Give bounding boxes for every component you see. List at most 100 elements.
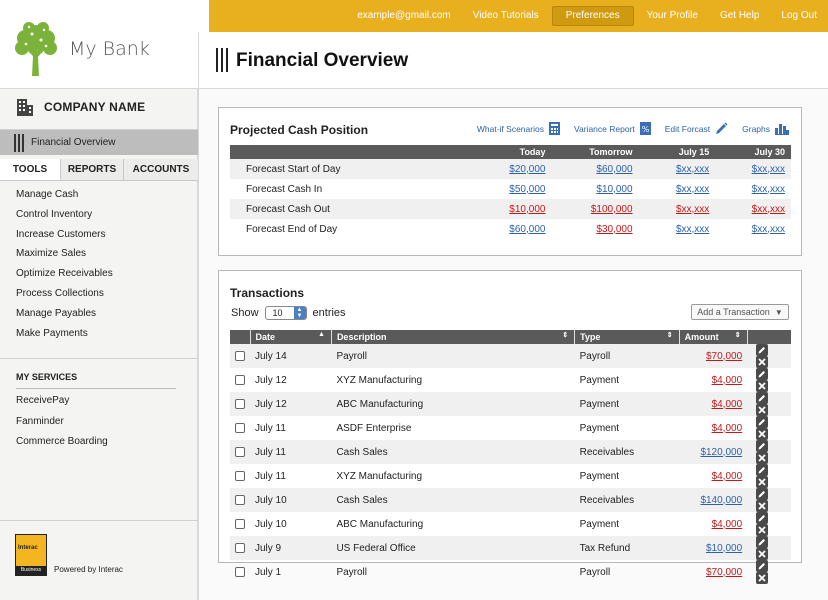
graphs-link[interactable]: Graphs bbox=[742, 123, 789, 135]
cash-value-link-july-30[interactable]: $xx,xxx bbox=[751, 183, 785, 195]
cash-value-link-tomorrow[interactable]: $60,000 bbox=[596, 163, 633, 175]
cash-value-link-july-30[interactable]: $xx,xxx bbox=[751, 163, 785, 175]
service-commerce-boarding[interactable]: Commerce Boarding bbox=[16, 436, 108, 447]
nav-item-financial-overview[interactable]: Financial Overview bbox=[0, 130, 198, 155]
row-checkbox[interactable] bbox=[235, 518, 245, 529]
delete-icon[interactable] bbox=[756, 548, 769, 560]
edit-icon[interactable] bbox=[756, 488, 769, 500]
row-checkbox[interactable] bbox=[235, 422, 245, 433]
tool-manage-payables[interactable]: Manage Payables bbox=[16, 307, 97, 319]
delete-icon[interactable] bbox=[756, 356, 769, 368]
service-fanminder[interactable]: Fanminder bbox=[16, 415, 64, 427]
row-checkbox[interactable] bbox=[235, 470, 245, 481]
delete-icon[interactable] bbox=[756, 476, 769, 488]
amount-link[interactable]: $4,000 bbox=[711, 518, 743, 530]
delete-icon[interactable] bbox=[756, 428, 769, 440]
tab-accounts[interactable]: ACCOUNTS bbox=[124, 159, 198, 180]
entries-select-value: 10 bbox=[272, 308, 283, 318]
cash-value-link-july-15[interactable]: $xx,xxx bbox=[675, 223, 710, 235]
cash-value-link-tomorrow[interactable]: $30,000 bbox=[596, 223, 633, 235]
service-receivepay[interactable]: ReceivePay bbox=[16, 395, 70, 406]
amount-link[interactable]: $4,000 bbox=[711, 470, 743, 482]
amount-link[interactable]: $4,000 bbox=[711, 398, 743, 410]
amount-link[interactable]: $140,000 bbox=[700, 494, 743, 506]
edit-icon[interactable] bbox=[756, 512, 769, 524]
row-checkbox[interactable] bbox=[235, 374, 245, 385]
cash-value-link-july-30[interactable]: $xx,xxx bbox=[751, 223, 785, 235]
tool-process-collections[interactable]: Process Collections bbox=[16, 287, 104, 299]
transaction-row: July 12 ABC Manufacturing Payment $4,000 bbox=[230, 392, 791, 416]
add-transaction-button[interactable]: Add a Transaction ▼ bbox=[691, 304, 789, 320]
column-header-today: Today bbox=[443, 145, 552, 159]
nav-preferences[interactable]: Preferences bbox=[551, 6, 634, 26]
amount-cell: $4,000 bbox=[679, 464, 747, 488]
row-checkbox[interactable] bbox=[235, 398, 245, 409]
column-header-amount[interactable]: Amount ⇕ bbox=[679, 330, 748, 344]
nav-email[interactable]: example@gmail.com bbox=[357, 10, 451, 21]
transaction-row: July 11 XYZ Manufacturing Payment $4,000 bbox=[230, 464, 791, 488]
cash-value-link-today[interactable]: $50,000 bbox=[509, 183, 546, 195]
amount-link[interactable]: $10,000 bbox=[706, 542, 743, 554]
cash-value-link-today[interactable]: $10,000 bbox=[509, 203, 546, 215]
column-header-description[interactable]: Description ⇕ bbox=[331, 330, 576, 344]
cash-value-link-july-30[interactable]: $xx,xxx bbox=[751, 203, 785, 215]
amount-link[interactable]: $4,000 bbox=[711, 374, 743, 386]
cash-value-link-july-15[interactable]: $xx,xxx bbox=[675, 183, 710, 195]
delete-icon[interactable] bbox=[756, 380, 769, 392]
edit-icon[interactable] bbox=[756, 368, 769, 380]
tool-optimize-receivables[interactable]: Optimize Receivables bbox=[16, 268, 113, 280]
nav-video-tutorials[interactable]: Video Tutorials bbox=[472, 10, 539, 21]
tool-control-inventory[interactable]: Control Inventory bbox=[16, 208, 93, 220]
row-checkbox[interactable] bbox=[235, 446, 245, 457]
edit-icon[interactable] bbox=[756, 344, 769, 356]
tool-maximize-sales[interactable]: Maximize Sales bbox=[16, 248, 87, 260]
amount-link[interactable]: $4,000 bbox=[711, 422, 743, 434]
tool-make-payments[interactable]: Make Payments bbox=[16, 327, 88, 339]
page-title: Financial Overview bbox=[236, 50, 409, 71]
cash-value-link-july-15[interactable]: $xx,xxx bbox=[675, 203, 710, 215]
transaction-row: July 10 ABC Manufacturing Payment $4,000 bbox=[230, 512, 791, 536]
card-title: Projected Cash Position bbox=[230, 123, 369, 137]
delete-icon[interactable] bbox=[756, 452, 769, 464]
cash-value-link-today[interactable]: $60,000 bbox=[509, 223, 546, 235]
cash-value-link-july-15[interactable]: $xx,xxx bbox=[675, 163, 710, 175]
row-checkbox[interactable] bbox=[235, 494, 245, 505]
edit-icon[interactable] bbox=[756, 464, 769, 476]
tool-increase-customers[interactable]: Increase Customers bbox=[16, 228, 106, 240]
report-icon: % bbox=[639, 122, 651, 135]
row-actions-cell bbox=[747, 488, 791, 512]
edit-icon[interactable] bbox=[756, 536, 769, 548]
cash-value-link-today[interactable]: $20,000 bbox=[509, 163, 546, 175]
delete-icon[interactable] bbox=[756, 500, 769, 512]
nav-log-out[interactable]: Log Out bbox=[781, 10, 817, 21]
stepper-icon: ▲ ▼ bbox=[293, 307, 306, 319]
row-checkbox[interactable] bbox=[235, 542, 245, 553]
column-header-type[interactable]: Type ⇕ bbox=[574, 330, 680, 344]
tab-reports[interactable]: REPORTS bbox=[61, 159, 124, 180]
nav-get-help[interactable]: Get Help bbox=[719, 10, 760, 21]
nav-your-profile[interactable]: Your Profile bbox=[646, 10, 698, 21]
edit-icon[interactable] bbox=[756, 440, 769, 452]
row-checkbox[interactable] bbox=[235, 566, 245, 577]
entries-select[interactable]: 10 ▲ ▼ bbox=[264, 306, 307, 320]
cash-value-link-tomorrow[interactable]: $100,000 bbox=[590, 203, 633, 215]
what-if-scenarios-link[interactable]: What-if Scenarios bbox=[477, 122, 560, 135]
variance-report-link[interactable]: Variance Report % bbox=[574, 122, 651, 135]
delete-icon[interactable] bbox=[756, 404, 769, 416]
edit-icon[interactable] bbox=[756, 560, 769, 572]
amount-link[interactable]: $70,000 bbox=[706, 350, 743, 362]
edit-icon[interactable] bbox=[756, 392, 769, 404]
column-header-date[interactable]: Date ▲ bbox=[250, 330, 332, 344]
tool-manage-cash[interactable]: Manage Cash bbox=[16, 189, 79, 200]
delete-icon[interactable] bbox=[756, 572, 769, 584]
transaction-row: July 11 ASDF Enterprise Payment $4,000 bbox=[230, 416, 791, 440]
edit-forecast-link[interactable]: Edit Forcast bbox=[665, 122, 728, 135]
tab-tools[interactable]: TOOLS bbox=[0, 159, 61, 180]
amount-link[interactable]: $120,000 bbox=[700, 446, 743, 458]
edit-icon[interactable] bbox=[756, 416, 769, 428]
delete-icon[interactable] bbox=[756, 524, 769, 536]
amount-link[interactable]: $70,000 bbox=[706, 566, 743, 578]
interac-word: Interac bbox=[18, 545, 38, 551]
row-checkbox[interactable] bbox=[235, 350, 245, 361]
cash-value-link-tomorrow[interactable]: $10,000 bbox=[596, 183, 633, 195]
